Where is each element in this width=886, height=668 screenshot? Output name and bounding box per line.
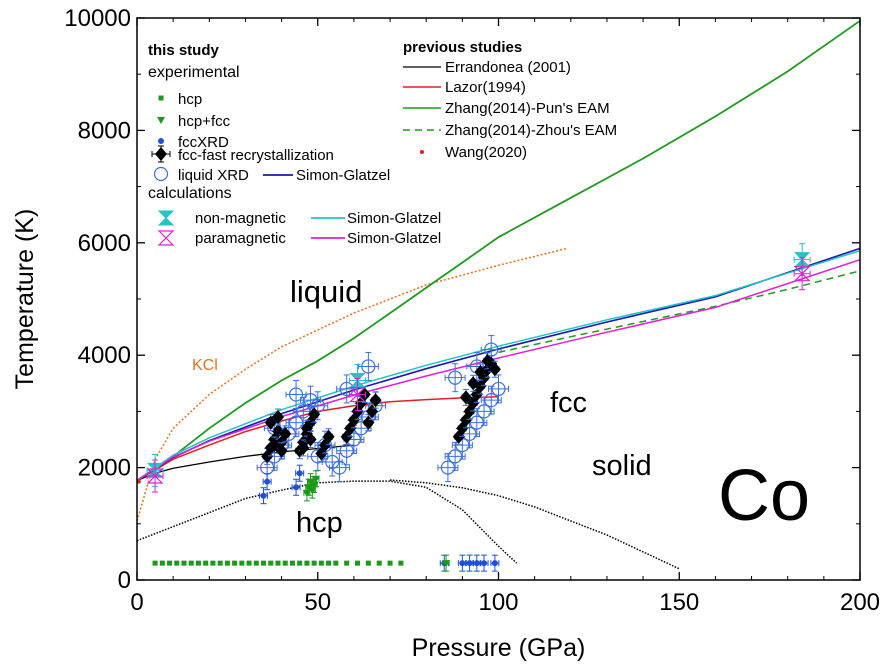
legend-simon-nonmag-label: Simon-Glatzel bbox=[347, 210, 441, 227]
hcp-point bbox=[181, 561, 186, 566]
legend-lazor-label: Lazor(1994) bbox=[445, 79, 526, 96]
hcp-point bbox=[167, 561, 172, 566]
hcp-point bbox=[333, 561, 338, 566]
hcp-point bbox=[344, 561, 349, 566]
hcp-point bbox=[283, 561, 288, 566]
y-tick-label: 0 bbox=[118, 567, 131, 594]
hcp-point bbox=[160, 561, 165, 566]
legend-liquid-xrd-symbol bbox=[155, 168, 168, 181]
hcp-point bbox=[218, 561, 223, 566]
fccxrd-point bbox=[297, 470, 303, 476]
x-axis-label: Pressure (GPa) bbox=[412, 634, 586, 662]
annotation-solid: solid bbox=[592, 450, 652, 482]
hcp-point bbox=[398, 561, 403, 566]
hcp-point bbox=[377, 561, 382, 566]
hcp-point bbox=[366, 561, 371, 566]
legend: this studyexperimentalhcphcp+fccfccXRDfc… bbox=[148, 39, 617, 247]
hcp-point bbox=[254, 561, 259, 566]
x-tick-label: 100 bbox=[478, 589, 518, 616]
legend-wang-label: Wang(2020) bbox=[445, 144, 527, 161]
legend-simon-paramag-label: Simon-Glatzel bbox=[347, 230, 441, 247]
hcp-point bbox=[275, 561, 280, 566]
legend-paramagnetic-label: paramagnetic bbox=[195, 230, 286, 247]
legend-hcp-symbol bbox=[159, 96, 164, 101]
annotation-liquid: liquid bbox=[290, 274, 362, 309]
annotation-hcp: hcp bbox=[296, 507, 343, 539]
annotation-kcl: KCl bbox=[192, 357, 218, 374]
hcp-point bbox=[304, 561, 309, 566]
y-tick-label: 10000 bbox=[64, 5, 131, 32]
y-tick-label: 2000 bbox=[78, 455, 131, 482]
zhang-zhou-line bbox=[499, 271, 861, 353]
annotation-fcc: fcc bbox=[550, 387, 587, 419]
hcp-point bbox=[297, 561, 302, 566]
legend-zhang-pun-label: Zhang(2014)-Pun's EAM bbox=[445, 100, 610, 117]
hcp-point bbox=[196, 561, 201, 566]
legend-zhang-zhou-label: Zhang(2014)-Zhou's EAM bbox=[445, 122, 617, 139]
legend-header-experimental: experimental bbox=[148, 64, 240, 81]
legend-hcp-fcc-symbol bbox=[157, 117, 165, 124]
legend-header-previous-studies: previous studies bbox=[403, 39, 522, 56]
legend-hcp-fcc-label: hcp+fcc bbox=[178, 113, 231, 130]
hcp-point bbox=[232, 561, 237, 566]
y-tick-label: 4000 bbox=[78, 342, 131, 369]
x-tick-label: 0 bbox=[130, 589, 143, 616]
legend-liquid-xrd-label: liquid XRD bbox=[178, 167, 249, 184]
x-tick-label: 50 bbox=[304, 589, 331, 616]
legend-fccxrd-symbol bbox=[158, 138, 164, 144]
legend-header-calculations: calculations bbox=[148, 185, 232, 202]
legend-errandonea-label: Errandonea (2001) bbox=[445, 59, 571, 76]
legend-header-this-study: this study bbox=[148, 42, 219, 59]
legend-fcc-fast-label: fcc-fast recrystallization bbox=[178, 147, 334, 164]
hcp-point bbox=[189, 561, 194, 566]
hcp-point bbox=[388, 561, 393, 566]
fccxrd-point bbox=[264, 479, 270, 485]
hcp-point bbox=[268, 561, 273, 566]
hcp-point bbox=[319, 561, 324, 566]
hcp-point bbox=[326, 561, 331, 566]
legend-wang-symbol bbox=[420, 150, 424, 154]
hcp-point bbox=[174, 561, 179, 566]
hcp-point bbox=[261, 561, 266, 566]
y-axis-label: Temperature (K) bbox=[11, 209, 39, 390]
hcp-point bbox=[225, 561, 230, 566]
legend-paramagnetic-symbol bbox=[159, 231, 173, 245]
fccxrd-point bbox=[481, 560, 487, 566]
fccxrd-point bbox=[474, 560, 480, 566]
hcp-point bbox=[210, 561, 215, 566]
simon-glatzel-experimental-line bbox=[137, 248, 860, 480]
legend-nonmagnetic-symbol bbox=[159, 211, 173, 225]
fccxrd-point bbox=[459, 560, 465, 566]
y-tick-label: 6000 bbox=[78, 230, 131, 257]
fcc-fast-recrystallization-point bbox=[366, 404, 378, 418]
fccxrd-point bbox=[293, 484, 299, 490]
fccxrd-point bbox=[492, 560, 498, 566]
x-tick-label: 200 bbox=[840, 589, 880, 616]
legend-nonmagnetic-label: non-magnetic bbox=[195, 210, 286, 227]
legend-fcc-fast-symbol bbox=[155, 147, 167, 161]
hcp-point bbox=[153, 561, 158, 566]
fccxrd-point bbox=[467, 560, 473, 566]
hcp-point bbox=[312, 561, 317, 566]
legend-simon-exp-label: Simon-Glatzel bbox=[296, 167, 390, 184]
hcp-point bbox=[355, 561, 360, 566]
hcp-point bbox=[203, 561, 208, 566]
legend-hcp-label: hcp bbox=[178, 91, 202, 108]
x-tick-label: 150 bbox=[659, 589, 699, 616]
annotation-element-co: Co bbox=[718, 456, 810, 536]
fcc-fast-recrystallization-point bbox=[370, 393, 382, 407]
hcp-point bbox=[247, 561, 252, 566]
fcc-fast-recrystallization-point bbox=[362, 416, 374, 430]
fccxrd-point bbox=[261, 493, 267, 499]
hcp-point bbox=[290, 561, 295, 566]
lower-boundary-line bbox=[390, 480, 679, 569]
y-tick-label: 8000 bbox=[78, 117, 131, 144]
hcp-point bbox=[239, 561, 244, 566]
